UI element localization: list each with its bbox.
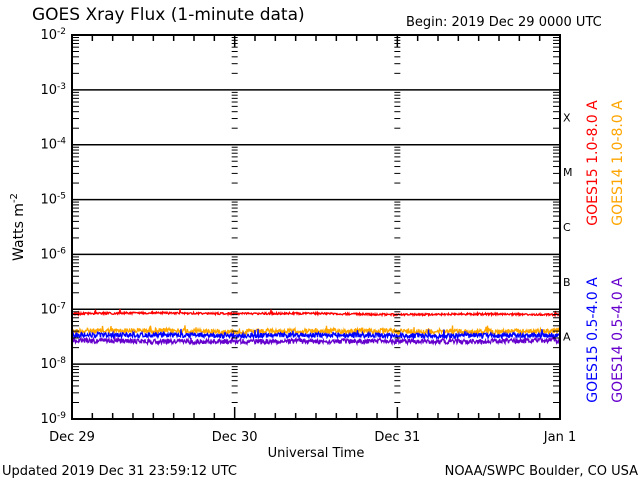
y-tick-exponent: -6: [57, 246, 66, 256]
legend-entry: GOES15 0.5-4.0 A: [585, 277, 601, 403]
y-tick-exponent: -9: [57, 411, 66, 421]
y-axis-label: Watts m: [11, 203, 27, 261]
y-tick-exponent: -8: [57, 356, 66, 366]
legend-entry: GOES15 1.0-8.0 A: [585, 100, 601, 226]
y-tick-base: 10: [40, 302, 57, 317]
y-tick-label: 10-5: [40, 192, 66, 208]
y-tick-base: 10: [40, 247, 57, 262]
flare-class-label: X: [563, 111, 571, 124]
footer-updated: Updated 2019 Dec 31 23:59:12 UTC: [2, 464, 237, 479]
y-tick-label: 10-2: [40, 27, 66, 43]
legend-label: GOES14 1.0-8.0 A: [610, 100, 626, 226]
legend-label: GOES15 0.5-4.0 A: [585, 277, 601, 403]
begin-label: Begin: 2019 Dec 29 0000 UTC: [406, 15, 602, 30]
legend-entry: GOES14 0.5-4.0 A: [610, 277, 626, 403]
series-line: [71, 334, 561, 347]
y-tick-base: 10: [40, 28, 57, 43]
y-tick-label: 10-6: [40, 246, 66, 262]
y-tick-base: 10: [40, 357, 57, 372]
y-tick-label: 10-7: [40, 301, 66, 317]
y-tick-exponent: -7: [57, 301, 66, 311]
y-tick-exponent: -4: [57, 137, 66, 147]
footer-credit: NOAA/SWPC Boulder, CO USA: [445, 464, 638, 479]
y-tick-base: 10: [40, 193, 57, 208]
y-tick-label: 10-4: [40, 137, 66, 153]
series-line: [71, 309, 561, 318]
chart-title: GOES Xray Flux (1-minute data): [32, 5, 305, 25]
y-tick-exponent: -5: [57, 192, 66, 202]
y-tick-label: 10-9: [40, 411, 66, 427]
y-axis-title: Watts m-2: [9, 193, 27, 261]
x-tick-label: Dec 30: [212, 430, 258, 445]
series-line: [71, 328, 561, 341]
flare-class-label: M: [563, 166, 573, 179]
legend-label: GOES14 0.5-4.0 A: [610, 277, 626, 403]
y-tick-label: 10-8: [40, 356, 66, 372]
series-line: [71, 325, 561, 337]
x-tick-label: Dec 29: [49, 430, 95, 445]
x-tick-label: Dec 31: [374, 430, 420, 445]
legend-entry: GOES14 1.0-8.0 A: [610, 100, 626, 226]
y-tick-base: 10: [40, 83, 57, 98]
flare-class-label: B: [563, 276, 571, 289]
svg-text:Watts m-2: Watts m-2: [9, 193, 27, 261]
x-tick-label: Jan 1: [543, 430, 576, 445]
flare-class-label: A: [563, 331, 571, 344]
x-axis-label: Universal Time: [268, 446, 365, 461]
legend-label: GOES15 1.0-8.0 A: [585, 100, 601, 226]
y-tick-exponent: -2: [57, 27, 66, 37]
y-tick-base: 10: [40, 138, 57, 153]
y-tick-base: 10: [40, 412, 57, 427]
y-axis-label-exponent: -2: [9, 193, 20, 203]
y-tick-label: 10-3: [40, 82, 66, 98]
flare-class-label: C: [563, 221, 571, 234]
y-tick-exponent: -3: [57, 82, 66, 92]
